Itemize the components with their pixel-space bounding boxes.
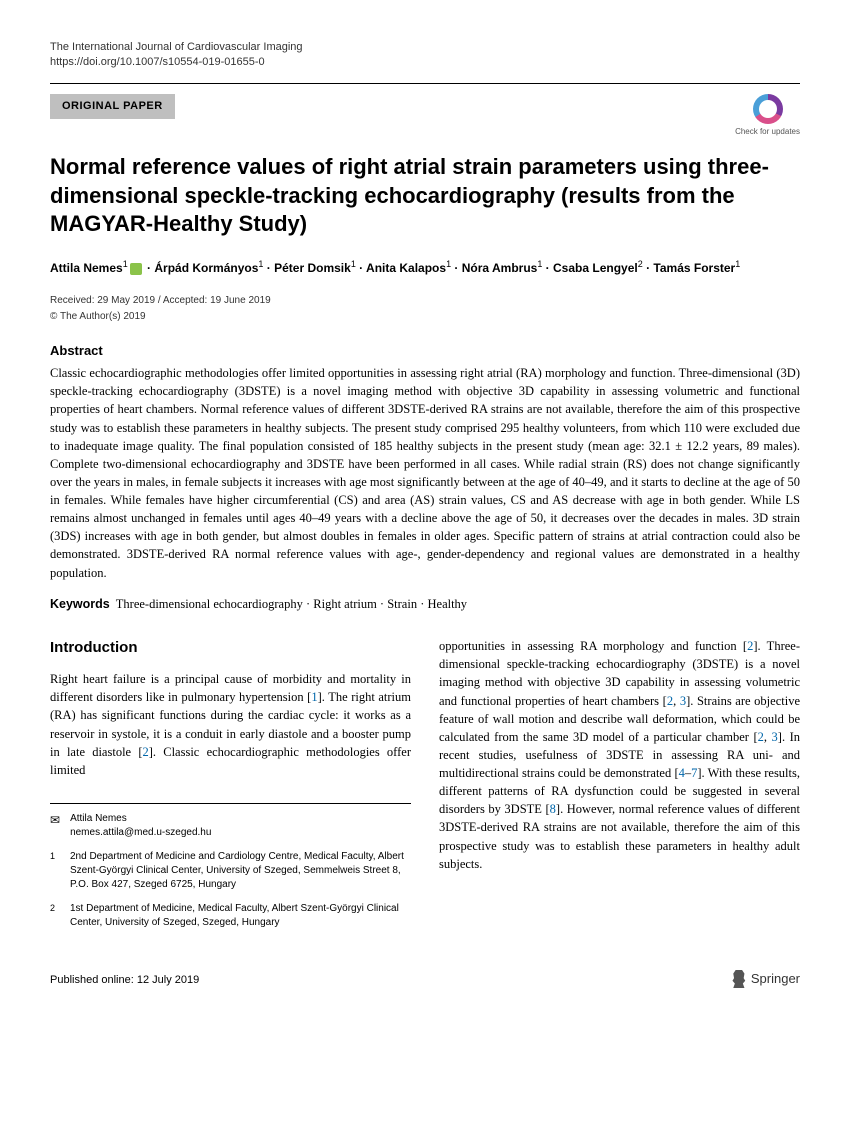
check-updates-label: Check for updates	[735, 126, 800, 137]
ref-link[interactable]: 2	[667, 694, 673, 708]
intro-paragraph-right: opportunities in assessing RA morphology…	[439, 637, 800, 873]
ref-link[interactable]: 3	[680, 694, 686, 708]
corr-author-email[interactable]: nemes.attila@med.u-szeged.hu	[70, 826, 211, 840]
keywords-text: Three-dimensional echocardiography · Rig…	[116, 597, 467, 611]
author: Attila Nemes1	[50, 261, 128, 275]
header-divider	[50, 83, 800, 84]
publisher-logo: Springer	[731, 970, 800, 988]
affil-text: 1st Department of Medicine, Medical Facu…	[70, 902, 411, 930]
abstract-text: Classic echocardiographic methodologies …	[50, 364, 800, 582]
badge-row: ORIGINAL PAPER Check for updates	[50, 94, 800, 137]
ref-link[interactable]: 2	[747, 639, 753, 653]
published-online: Published online: 12 July 2019	[50, 973, 199, 988]
springer-knight-icon	[731, 970, 747, 988]
envelope-icon: ✉	[50, 812, 60, 840]
corresponding-author: ✉ Attila Nemes nemes.attila@med.u-szeged…	[50, 812, 411, 840]
author: Tamás Forster1	[653, 261, 740, 275]
ref-link[interactable]: 3	[772, 730, 778, 744]
article-type-badge: ORIGINAL PAPER	[50, 94, 175, 119]
journal-name: The International Journal of Cardiovascu…	[50, 40, 800, 55]
ref-link[interactable]: 7	[691, 766, 697, 780]
affiliation-item: 2 1st Department of Medicine, Medical Fa…	[50, 902, 411, 930]
copyright-line: © The Author(s) 2019	[50, 310, 800, 324]
left-column: Introduction Right heart failure is a pr…	[50, 637, 411, 930]
introduction-heading: Introduction	[50, 637, 411, 658]
author: Nóra Ambrus1	[462, 261, 543, 275]
ref-link[interactable]: 4	[679, 766, 685, 780]
ref-link[interactable]: 1	[311, 690, 317, 704]
affiliation-block: ✉ Attila Nemes nemes.attila@med.u-szeged…	[50, 803, 411, 930]
check-for-updates-button[interactable]: Check for updates	[735, 94, 800, 137]
body-columns: Introduction Right heart failure is a pr…	[50, 637, 800, 930]
intro-paragraph-left: Right heart failure is a principal cause…	[50, 670, 411, 779]
affil-text: 2nd Department of Medicine and Cardiolog…	[70, 850, 411, 892]
right-column: opportunities in assessing RA morphology…	[439, 637, 800, 930]
keywords-heading: Keywords	[50, 597, 110, 611]
orcid-icon[interactable]	[130, 263, 142, 275]
corr-author-name: Attila Nemes	[70, 812, 211, 826]
publisher-name: Springer	[751, 970, 800, 988]
author: Árpád Kormányos1	[154, 261, 263, 275]
doi-link[interactable]: https://doi.org/10.1007/s10554-019-01655…	[50, 55, 800, 70]
crossmark-icon	[753, 94, 783, 124]
affiliation-item: 1 2nd Department of Medicine and Cardiol…	[50, 850, 411, 892]
page-footer: Published online: 12 July 2019 Springer	[50, 970, 800, 988]
ref-link[interactable]: 2	[758, 730, 764, 744]
author: Csaba Lengyel2	[553, 261, 643, 275]
ref-link[interactable]: 2	[142, 745, 148, 759]
author: Péter Domsik1	[274, 261, 356, 275]
affil-number: 1	[50, 850, 58, 892]
ref-link[interactable]: 8	[550, 802, 556, 816]
article-title: Normal reference values of right atrial …	[50, 153, 800, 239]
author: Anita Kalapos1	[366, 261, 451, 275]
keywords-line: Keywords Three-dimensional echocardiogra…	[50, 596, 800, 614]
header-meta: The International Journal of Cardiovascu…	[50, 40, 800, 71]
abstract-heading: Abstract	[50, 342, 800, 360]
author-list: Attila Nemes1 · Árpád Kormányos1 · Péter…	[50, 257, 800, 278]
affil-number: 2	[50, 902, 58, 930]
article-dates: Received: 29 May 2019 / Accepted: 19 Jun…	[50, 294, 800, 308]
